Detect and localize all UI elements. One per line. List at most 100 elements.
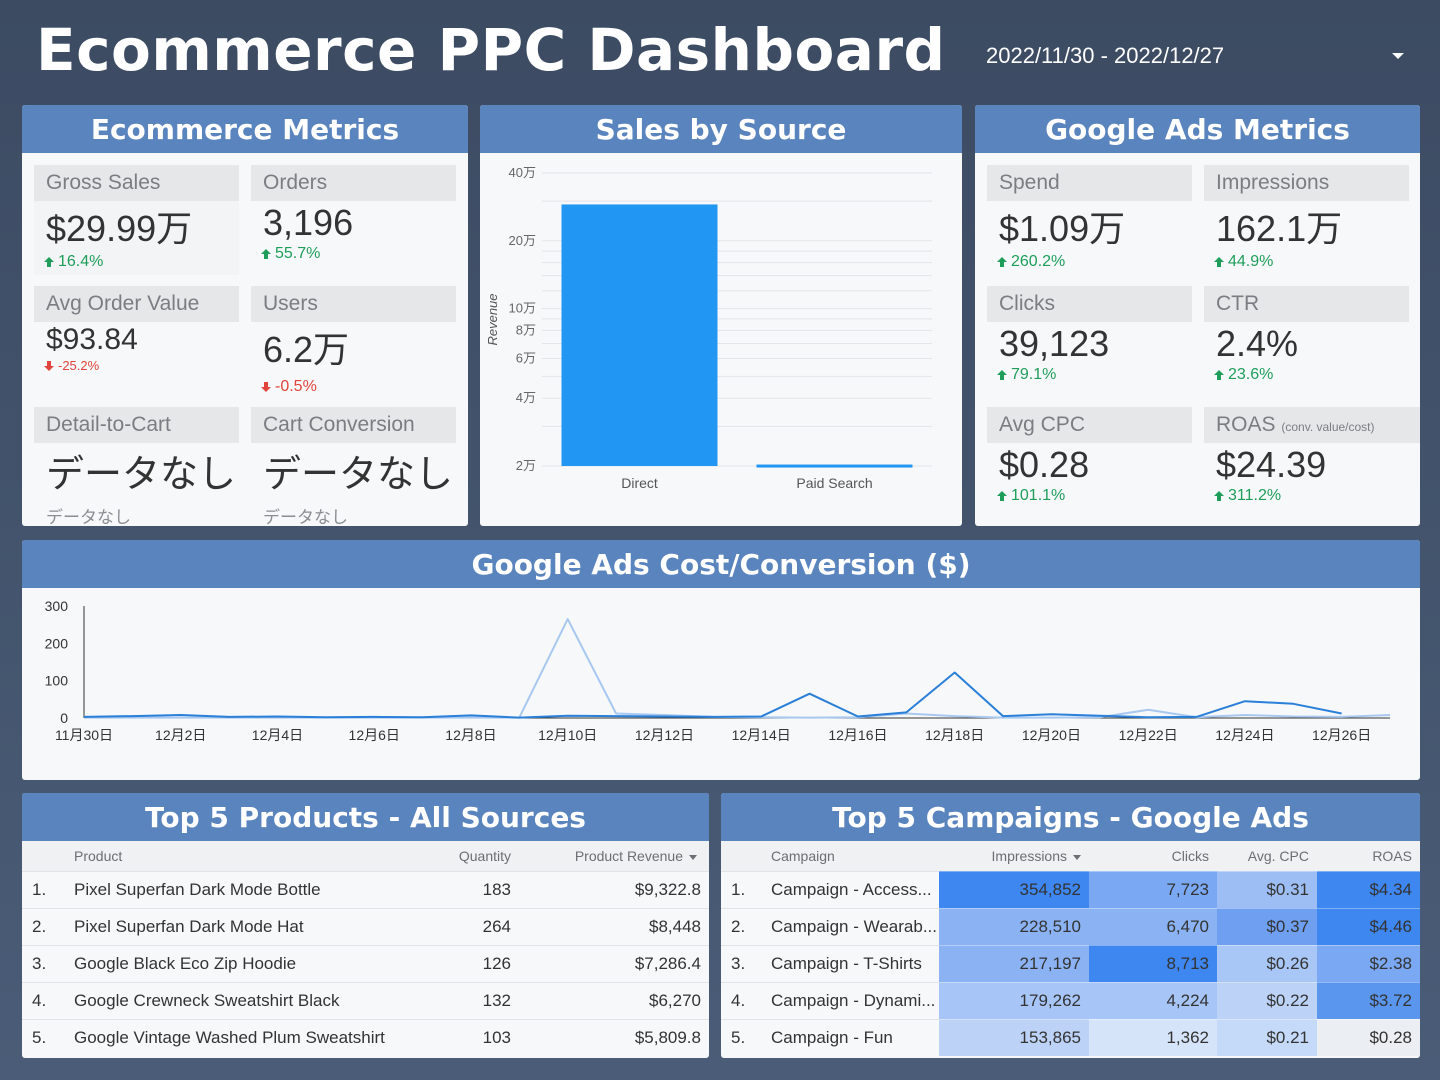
impressions-scorecard[interactable]: Impressions 162.1万 44.9% [1204, 165, 1409, 275]
ctr-label: CTR [1204, 286, 1409, 322]
top-campaigns-panel: Top 5 Campaigns - Google Ads Campaign Im… [721, 793, 1420, 1058]
avg-cpc-value: $0.21 [1217, 1018, 1317, 1056]
col-impressions[interactable]: Impressions [939, 841, 1089, 871]
detail-to-cart-value: データなし [46, 454, 237, 496]
col-roas[interactable]: ROAS [1317, 841, 1420, 871]
row-index: 2. [721, 907, 761, 945]
ecommerce-metrics-title: Ecommerce Metrics [22, 105, 468, 153]
cart-conversion-scorecard[interactable]: Cart Conversion データなし データなし [251, 407, 456, 526]
gross-sales-delta-text: 16.4% [58, 253, 104, 270]
campaign-name: Campaign - T-Shirts [761, 944, 939, 982]
arrow-up-icon [1214, 491, 1224, 501]
row-index: 2. [22, 907, 64, 945]
arrow-up-icon [261, 249, 271, 259]
row-index: 1. [721, 870, 761, 908]
y-axis-label: Revenue [485, 293, 500, 345]
cart-conversion-sub: データなし [263, 508, 348, 526]
x-tick-label: 12月12日 [635, 727, 694, 743]
spend-scorecard[interactable]: Spend $1.09万 260.2% [987, 165, 1192, 275]
sales-by-source-panel: Sales by Source 2万 4万 6万 8万 10万 20万 40万 Revenue… [480, 105, 962, 526]
sales-by-source-title: Sales by Source [480, 105, 962, 153]
roas-value: $4.46 [1317, 907, 1420, 945]
avg-cpc-value: $0.31 [1217, 870, 1317, 908]
top-products-panel: Top 5 Products - All Sources Product Qua… [22, 793, 709, 1058]
spend-value: $1.09万 [999, 208, 1126, 249]
x-tick-label: 12月14日 [732, 727, 791, 743]
users-label: Users [251, 286, 456, 322]
campaign-name: Campaign - Fun [761, 1018, 939, 1056]
clicks-value: 39,123 [999, 323, 1110, 364]
avg-cpc-value: $0.37 [1217, 907, 1317, 945]
col-quantity[interactable]: Quantity [419, 841, 519, 871]
ctr-scorecard[interactable]: CTR 2.4% 23.6% [1204, 286, 1409, 396]
table-row[interactable]: 2. Campaign - Wearab... 228,510 6,470 $0.37 $… [721, 907, 1420, 945]
series-line[interactable] [84, 618, 1391, 719]
quantity-value: 103 [419, 1018, 519, 1056]
bar[interactable] [561, 204, 718, 466]
clicks-value: 7,723 [1089, 870, 1217, 908]
clicks-value: 6,470 [1089, 907, 1217, 945]
detail-to-cart-scorecard[interactable]: Detail-to-Cart データなし データなし [34, 407, 239, 526]
table-row[interactable]: 5. Campaign - Fun 153,865 1,362 $0.21 $0.28 [721, 1018, 1420, 1056]
top-campaigns-table: Campaign Impressions Clicks Avg. CPC ROA… [721, 841, 1420, 1056]
clicks-delta-text: 79.1% [1011, 366, 1057, 383]
orders-delta: 55.7% [251, 245, 456, 263]
table-row[interactable]: 4. Campaign - Dynami... 179,262 4,224 $0.22 $… [721, 981, 1420, 1019]
campaign-name: Campaign - Wearab... [761, 907, 939, 945]
table-row[interactable]: 3. Campaign - T-Shirts 217,197 8,713 $0.26 $2… [721, 944, 1420, 982]
bar[interactable] [756, 464, 913, 468]
table-row[interactable]: 1. Pixel Superfan Dark Mode Bottle 183 $9,3… [22, 870, 709, 908]
table-header-row: Campaign Impressions Clicks Avg. CPC ROA… [721, 841, 1420, 871]
y-tick-label: 0 [60, 710, 68, 726]
clicks-label: Clicks [987, 286, 1192, 322]
orders-scorecard[interactable]: Orders 3,196 55.7% [251, 165, 456, 275]
impressions-value: 153,865 [939, 1018, 1089, 1056]
x-tick-label: 12月10日 [538, 727, 597, 743]
y-tick-label: 40万 [509, 165, 536, 180]
sales-by-source-chart[interactable]: 2万 4万 6万 8万 10万 20万 40万 Revenue Direct Paid Searc… [480, 153, 962, 526]
y-tick-label: 100 [45, 673, 69, 689]
table-row[interactable]: 5. Google Vintage Washed Plum Sweatshirt 1… [22, 1018, 709, 1056]
avg-cpc-value: $0.28 [999, 444, 1090, 485]
x-tick-label: 12月6日 [349, 727, 400, 743]
table-row[interactable]: 3. Google Black Eco Zip Hoodie 126 $7,286.4 [22, 944, 709, 982]
arrow-down-icon [44, 360, 54, 371]
clicks-scorecard[interactable]: Clicks 39,123 79.1% [987, 286, 1192, 396]
roas-delta-text: 311.2% [1228, 487, 1282, 504]
series-line[interactable] [83, 671, 1342, 719]
x-tick-label: 12月24日 [1215, 727, 1274, 743]
table-row[interactable]: 4. Google Crewneck Sweatshirt Black 132 $6,… [22, 981, 709, 1019]
campaign-name: Campaign - Dynami... [761, 981, 939, 1019]
cost-conversion-chart[interactable]: 0 100 200 300 11月30日 12月2日 12月4日 12月6日 12月8日 12月1… [22, 588, 1420, 780]
col-product[interactable]: Product [64, 841, 419, 871]
product-revenue-value: $5,809.8 [519, 1018, 709, 1056]
date-range-picker[interactable]: 2022/11/30 - 2022/12/27 [986, 40, 1410, 72]
sort-desc-icon [689, 854, 697, 860]
avg-cpc-value: $0.22 [1217, 981, 1317, 1019]
ctr-delta-text: 23.6% [1228, 366, 1274, 383]
google-ads-metrics-panel: Google Ads Metrics Spend $1.09万 260.2% I… [975, 105, 1420, 526]
gross-sales-scorecard[interactable]: Gross Sales $29.99万 16.4% [34, 165, 239, 275]
arrow-up-icon [1214, 370, 1224, 380]
col-avg-cpc[interactable]: Avg. CPC [1217, 841, 1317, 871]
spend-label: Spend [987, 165, 1192, 201]
orders-label: Orders [251, 165, 456, 201]
aov-scorecard[interactable]: Avg Order Value $93.84 -25.2% [34, 286, 239, 396]
users-scorecard[interactable]: Users 6.2万 -0.5% [251, 286, 456, 396]
col-clicks[interactable]: Clicks [1089, 841, 1217, 871]
page-title: Ecommerce PPC Dashboard [36, 16, 946, 84]
avg-cpc-scorecard[interactable]: Avg CPC $0.28 101.1% [987, 407, 1192, 517]
avg-cpc-value: $0.26 [1217, 944, 1317, 982]
cost-conversion-panel: Google Ads Cost/Conversion ($) 0 100 200 30… [22, 540, 1420, 780]
table-row[interactable]: 2. Pixel Superfan Dark Mode Hat 264 $8,448 [22, 907, 709, 945]
table-row[interactable]: 1. Campaign - Access... 354,852 7,723 $0.31 $… [721, 870, 1420, 908]
arrow-up-icon [1214, 257, 1224, 267]
sort-desc-icon [1073, 854, 1081, 860]
impressions-value: 354,852 [939, 870, 1089, 908]
col-product-revenue[interactable]: Product Revenue [519, 841, 709, 871]
roas-scorecard[interactable]: ROAS (conv. value/cost) $24.39 311.2% [1204, 407, 1420, 517]
arrow-up-icon [997, 257, 1007, 267]
y-tick-label: 6万 [516, 351, 536, 366]
spend-delta-text: 260.2% [1011, 253, 1066, 270]
col-campaign[interactable]: Campaign [761, 841, 939, 871]
